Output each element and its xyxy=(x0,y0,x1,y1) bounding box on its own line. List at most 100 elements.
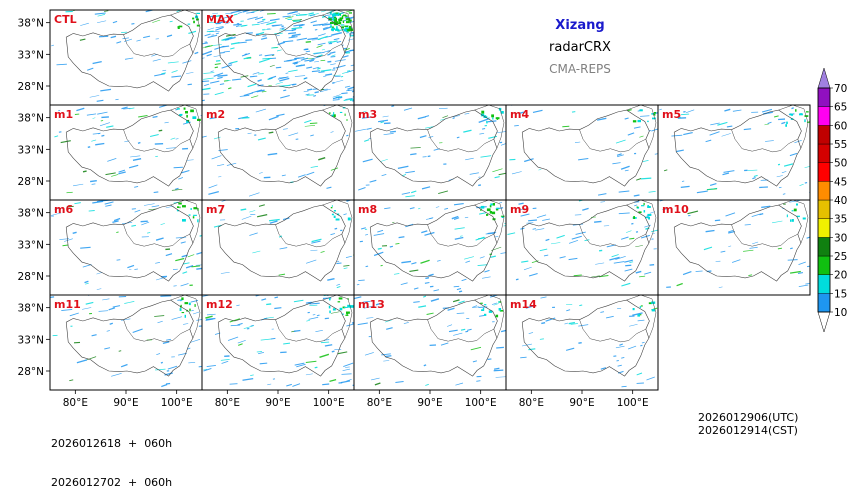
radar-echo xyxy=(655,154,658,155)
colorbar-tick-label: 35 xyxy=(834,214,847,226)
radar-echo xyxy=(439,108,448,109)
radar-echo xyxy=(307,89,312,90)
footer-left: 2026012618 + 060h 2026012702 + 060h xyxy=(51,411,172,502)
radar-echo-cluster xyxy=(338,301,341,302)
radar-echo xyxy=(207,31,214,32)
radar-echo-cluster xyxy=(336,26,338,29)
radar-echo xyxy=(245,40,252,41)
x-tick-label: 80°E xyxy=(215,397,240,409)
radar-echo xyxy=(170,21,173,22)
panel-label: CTL xyxy=(54,13,77,26)
x-tick-label: 90°E xyxy=(417,397,442,409)
radar-echo xyxy=(715,220,720,221)
radar-echo xyxy=(357,284,359,285)
radar-echo-cluster xyxy=(490,211,492,214)
panel-m10: m10 xyxy=(658,199,815,295)
radar-echo-cluster xyxy=(633,120,636,122)
radar-echo-cluster xyxy=(330,13,332,14)
radar-echo-cluster xyxy=(501,216,505,217)
x-tick-label: 100°E xyxy=(617,397,649,409)
radar-echo-cluster xyxy=(486,121,488,124)
radar-echo-cluster xyxy=(483,308,484,311)
radar-echo xyxy=(478,185,481,186)
radar-echo xyxy=(457,137,460,138)
colorbar-segment xyxy=(818,144,830,163)
radar-echo-cluster xyxy=(177,108,180,110)
radar-echo-cluster xyxy=(480,303,483,304)
radar-echo-cluster xyxy=(185,315,186,318)
radar-echo-cluster xyxy=(185,111,188,114)
radar-echo xyxy=(276,67,281,68)
panel-m7: m7 xyxy=(202,199,361,295)
radar-echo xyxy=(514,125,519,126)
colorbar-tick-label: 70 xyxy=(834,83,847,95)
radar-echo xyxy=(317,315,319,316)
radar-echo-cluster xyxy=(189,214,191,215)
colorbar-segment xyxy=(818,256,830,275)
colorbar-segment xyxy=(818,181,830,200)
radar-echo xyxy=(579,305,582,306)
radar-echo-cluster xyxy=(337,23,340,24)
init-time-utc: 2026012618 + 060h xyxy=(51,437,172,450)
radar-echo-cluster xyxy=(181,297,183,300)
radar-echo xyxy=(682,181,684,182)
radar-echo-cluster xyxy=(795,109,796,112)
radar-echo xyxy=(788,260,798,261)
radar-echo-cluster xyxy=(345,315,348,316)
radar-echo xyxy=(391,106,394,107)
radar-echo-cluster xyxy=(481,206,484,209)
panel-m4: m4 xyxy=(506,102,661,200)
radar-echo-cluster xyxy=(644,210,646,212)
panel-label: m4 xyxy=(510,108,529,121)
radar-echo-cluster xyxy=(193,207,197,209)
colorbar-segment xyxy=(818,219,830,238)
x-tick-label: 80°E xyxy=(63,397,88,409)
radar-echo xyxy=(216,61,220,62)
radar-echo xyxy=(262,58,271,59)
colorbar-tick-label: 15 xyxy=(834,288,847,300)
radar-echo-cluster xyxy=(339,297,343,299)
radar-echo-cluster xyxy=(786,122,788,125)
radar-echo xyxy=(332,351,335,352)
radar-echo-cluster xyxy=(329,311,331,314)
radar-echo xyxy=(266,304,271,305)
radar-echo xyxy=(457,313,465,314)
radar-echo xyxy=(101,135,104,136)
radar-echo xyxy=(385,356,391,357)
radar-echo xyxy=(166,384,170,385)
radar-echo-cluster xyxy=(343,15,346,17)
radar-echo xyxy=(283,90,286,91)
radar-echo xyxy=(453,118,455,119)
radar-echo xyxy=(424,365,426,366)
colorbar-tick-label: 65 xyxy=(834,102,847,114)
y-tick-label: 33°N xyxy=(18,239,44,251)
radar-echo-cluster xyxy=(803,218,806,220)
radar-echo xyxy=(117,260,121,261)
panel-label: m9 xyxy=(510,203,529,216)
radar-echo-cluster xyxy=(341,24,345,25)
radar-echo xyxy=(250,76,257,77)
y-tick-label: 28°N xyxy=(18,81,44,93)
y-tick-label: 38°N xyxy=(18,303,44,315)
radar-echo-cluster xyxy=(792,210,794,211)
panel-m2: m2 xyxy=(202,103,354,200)
radar-echo-cluster xyxy=(197,219,198,222)
colorbar-segment xyxy=(818,200,830,219)
radar-echo xyxy=(242,118,250,119)
radar-echo-cluster xyxy=(493,203,495,206)
radar-echo xyxy=(759,187,768,188)
radar-echo-cluster xyxy=(184,108,186,110)
radar-echo-cluster xyxy=(179,207,180,209)
radar-echo-cluster xyxy=(189,303,191,306)
radar-echo xyxy=(681,114,689,115)
radar-echo-cluster xyxy=(633,216,635,219)
radar-echo-cluster xyxy=(799,113,803,115)
radar-echo-cluster xyxy=(790,219,792,221)
radar-echo-cluster xyxy=(496,117,500,119)
radar-echo-cluster xyxy=(794,209,797,212)
radar-echo xyxy=(160,296,171,297)
radar-echo xyxy=(202,100,205,101)
radar-echo-cluster xyxy=(652,309,655,311)
panel-label: MAX xyxy=(206,13,234,26)
